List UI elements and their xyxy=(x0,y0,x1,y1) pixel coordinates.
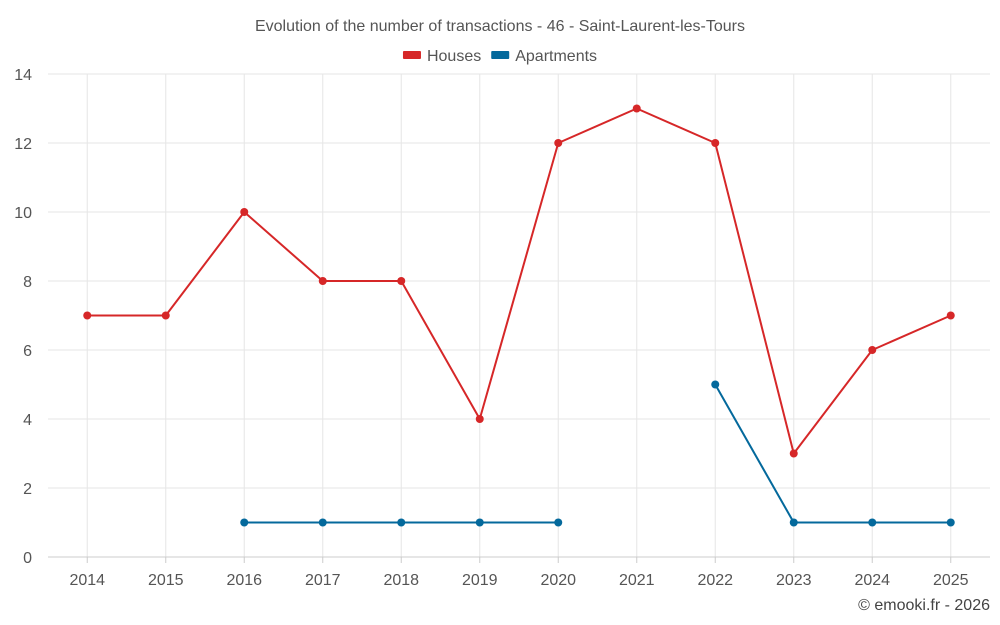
y-tick-label: 10 xyxy=(14,205,32,222)
series xyxy=(83,104,955,527)
series-apartments xyxy=(240,380,955,527)
y-tick-label: 12 xyxy=(14,136,32,153)
apartments-point[interactable] xyxy=(946,518,955,527)
houses-point[interactable] xyxy=(83,311,92,320)
apartments-point[interactable] xyxy=(789,518,798,527)
y-tick-label: 6 xyxy=(23,343,32,360)
apartments-point[interactable] xyxy=(868,518,877,527)
x-tick-label: 2014 xyxy=(69,572,105,589)
houses-point[interactable] xyxy=(789,449,798,458)
houses-point[interactable] xyxy=(240,208,249,216)
y-tick-label: 8 xyxy=(23,274,32,291)
x-tick-label: 2025 xyxy=(933,572,969,589)
houses-line xyxy=(87,107,952,455)
legend-swatch xyxy=(491,51,510,59)
credit-text: © emooki.fr - 2026 xyxy=(858,597,990,614)
apartments-point[interactable] xyxy=(240,518,249,527)
x-tick-label: 2016 xyxy=(226,572,262,589)
legend-swatch xyxy=(402,51,421,59)
series-houses xyxy=(83,104,955,458)
y-tick-label: 14 xyxy=(14,67,32,84)
legend-item-apartments[interactable]: Apartments xyxy=(491,48,597,65)
x-tick-label: 2018 xyxy=(383,572,419,589)
houses-point[interactable] xyxy=(397,277,406,285)
x-tick-label: 2019 xyxy=(462,572,498,589)
houses-point[interactable] xyxy=(161,311,170,320)
x-tick-label: 2022 xyxy=(697,572,733,589)
x-tick-label: 2023 xyxy=(776,572,812,589)
chart-title: Evolution of the number of transactions … xyxy=(255,18,745,35)
houses-point[interactable] xyxy=(554,139,563,147)
apartments-point[interactable] xyxy=(318,518,327,527)
legend-label: Apartments xyxy=(515,48,597,65)
y-tick-label: 4 xyxy=(23,412,32,429)
apartments-point[interactable] xyxy=(475,518,484,527)
axes: 0 2 4 6 8 10 12 14 2014 2015 2016 2017 2018 2019 2020 2… xyxy=(14,67,990,589)
x-tick-label: 2024 xyxy=(854,572,890,589)
apartments-point[interactable] xyxy=(711,380,720,389)
y-tick-label: 2 xyxy=(23,481,32,498)
grid xyxy=(48,73,990,557)
houses-point[interactable] xyxy=(318,277,327,285)
apartments-line xyxy=(714,384,951,524)
houses-point[interactable] xyxy=(946,311,955,320)
apartments-point[interactable] xyxy=(554,518,563,527)
legend-label: Houses xyxy=(427,48,481,65)
x-tick-label: 2017 xyxy=(305,572,341,589)
legend-item-houses[interactable]: Houses xyxy=(402,48,481,65)
x-tick-label: 2021 xyxy=(619,572,655,589)
houses-point[interactable] xyxy=(632,104,641,113)
apartments-point[interactable] xyxy=(397,518,406,527)
x-tick-label: 2020 xyxy=(540,572,576,589)
houses-point[interactable] xyxy=(475,415,484,423)
houses-point[interactable] xyxy=(868,346,877,354)
y-tick-label: 0 xyxy=(23,550,32,567)
x-tick-label: 2015 xyxy=(148,572,184,589)
legend: Houses Apartments xyxy=(402,48,597,65)
houses-point[interactable] xyxy=(711,139,720,147)
